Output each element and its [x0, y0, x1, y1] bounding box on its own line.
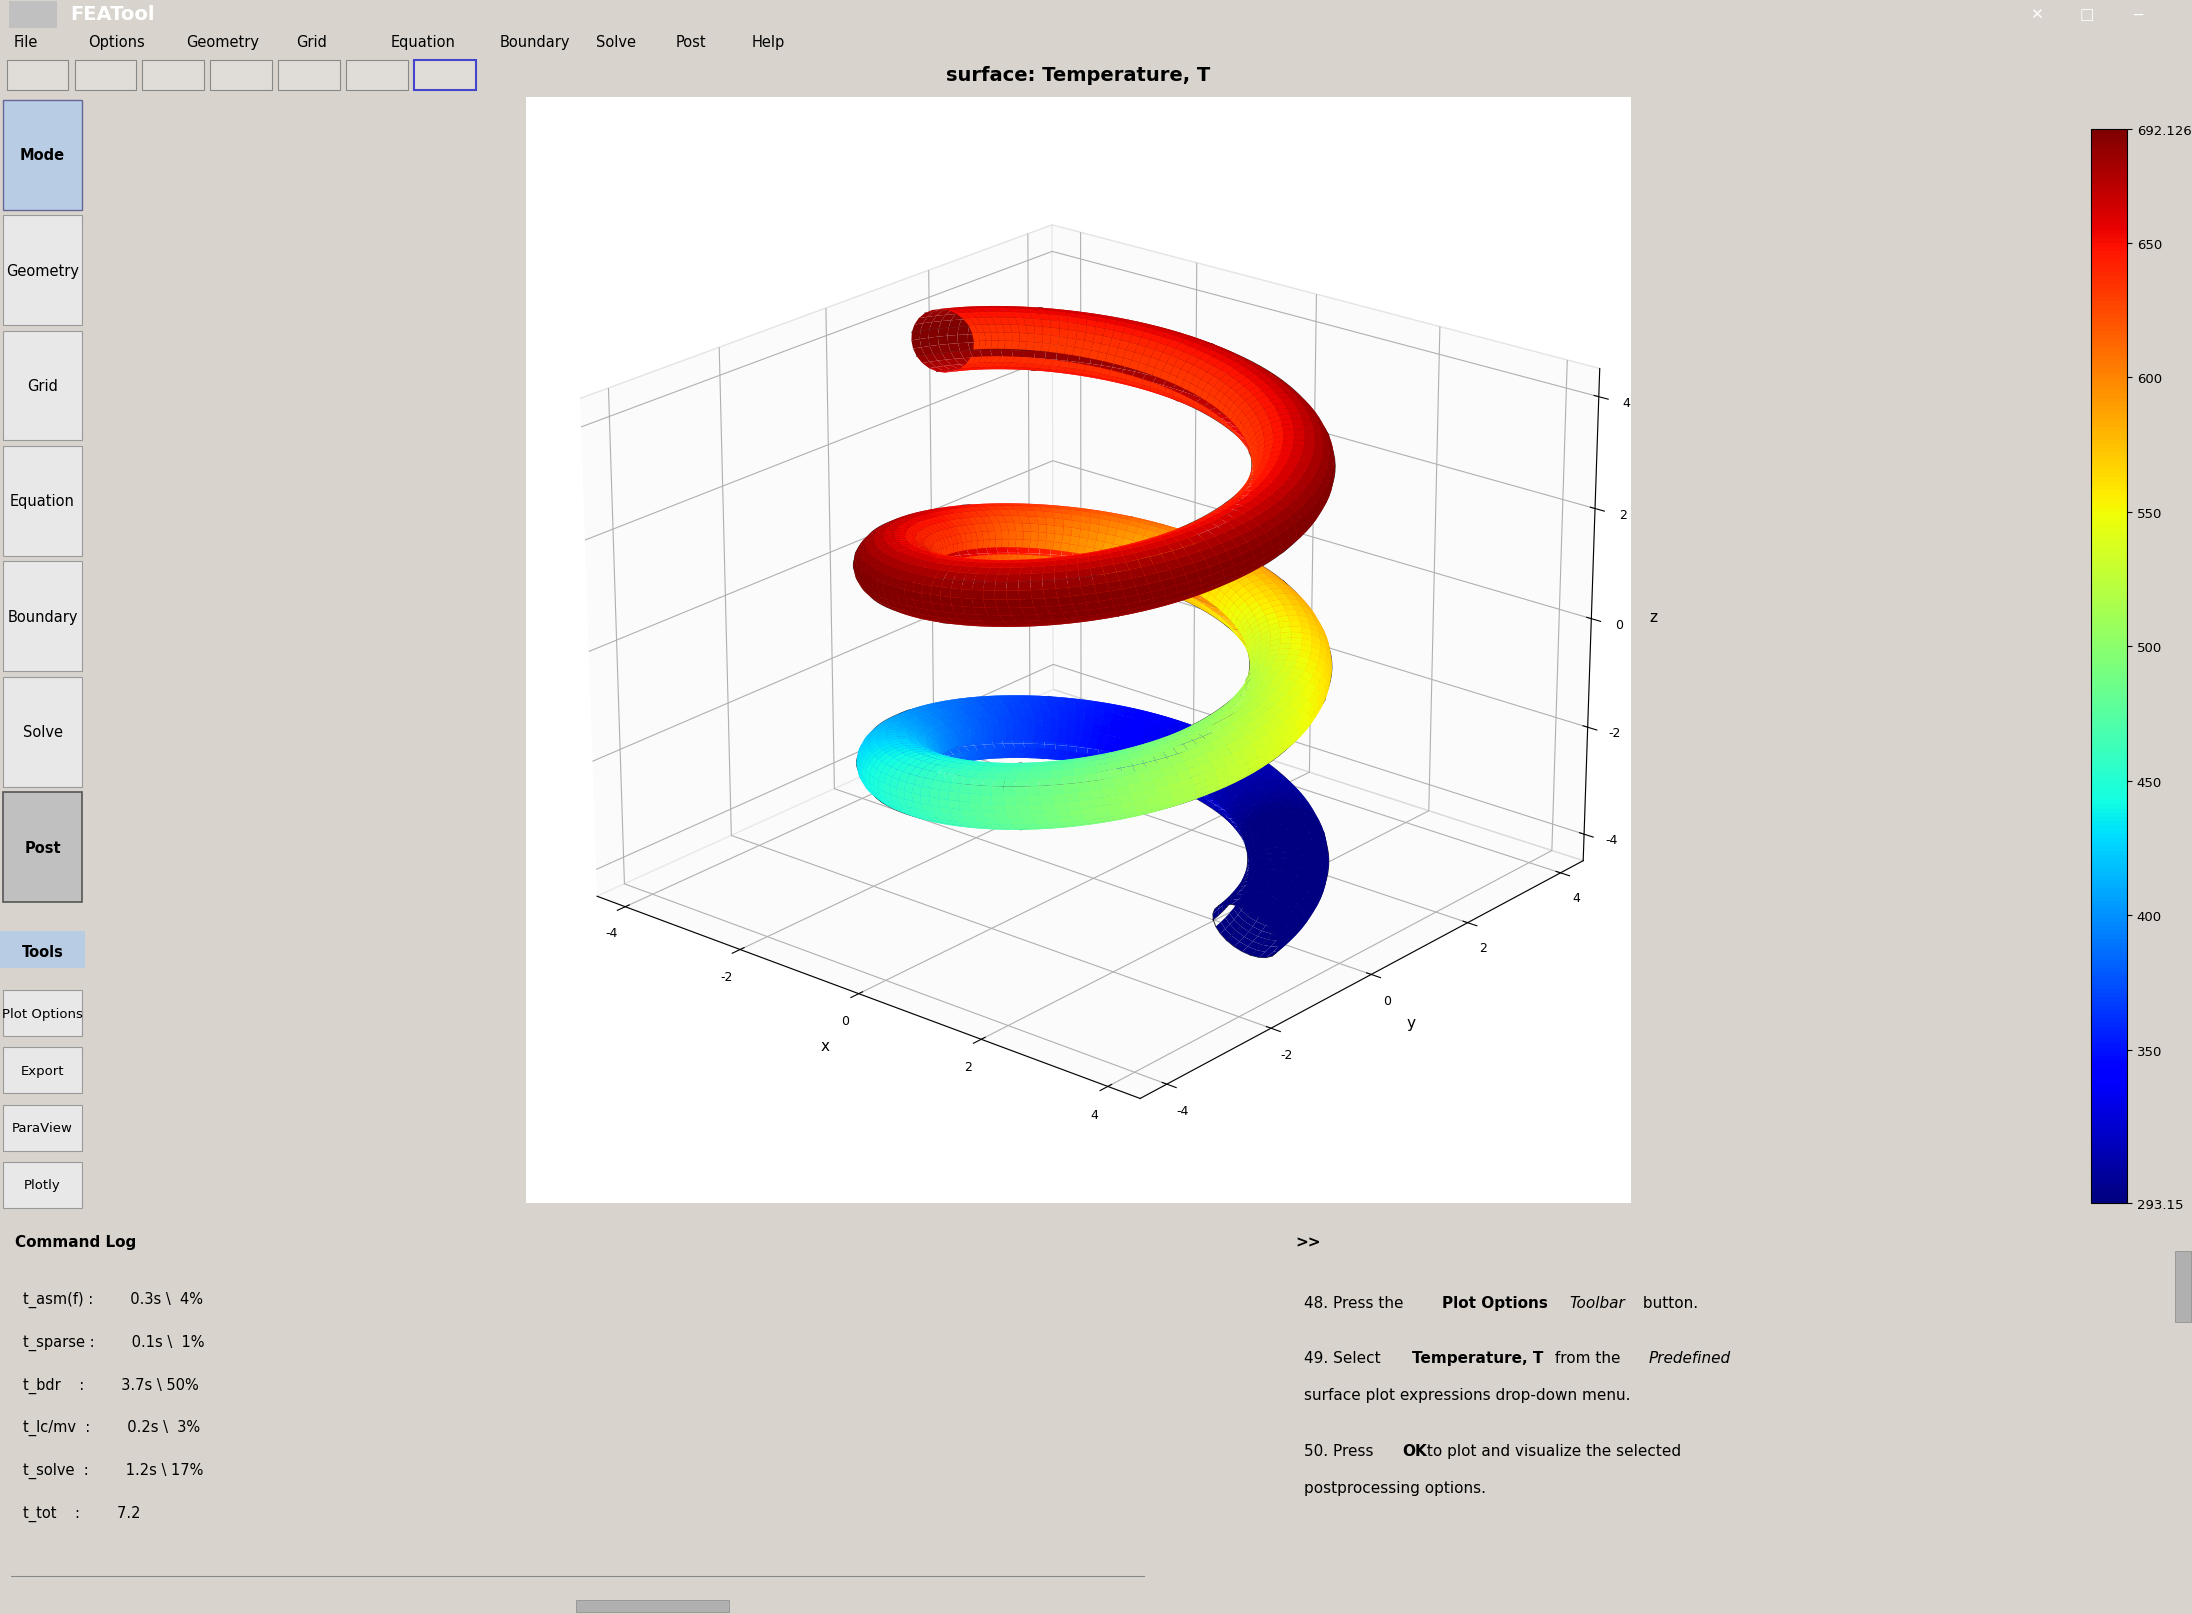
- Text: Plot Options: Plot Options: [1442, 1294, 1548, 1309]
- Bar: [4, 792, 81, 902]
- Text: Solve: Solve: [596, 36, 636, 50]
- Bar: [210, 61, 272, 90]
- Text: FEATool: FEATool: [70, 5, 156, 24]
- X-axis label: x: x: [820, 1038, 829, 1054]
- Text: t_tot    :        7.2: t_tot : 7.2: [22, 1506, 140, 1522]
- Text: Post: Post: [24, 841, 61, 855]
- Text: ParaView: ParaView: [13, 1122, 72, 1135]
- Text: Solve: Solve: [22, 725, 64, 739]
- Text: button.: button.: [1637, 1294, 1699, 1309]
- Text: Help: Help: [752, 36, 785, 50]
- Text: Temperature, T: Temperature, T: [1412, 1351, 1543, 1365]
- Bar: [346, 61, 408, 90]
- Text: Tools: Tools: [22, 944, 64, 959]
- Bar: [4, 678, 81, 788]
- Bar: [4, 1047, 81, 1094]
- Bar: [4, 447, 81, 557]
- Text: t_bdr    :        3.7s \ 50%: t_bdr : 3.7s \ 50%: [22, 1377, 199, 1393]
- Text: >>: >>: [1295, 1235, 1322, 1249]
- Text: t_asm(f) :        0.3s \  4%: t_asm(f) : 0.3s \ 4%: [22, 1291, 204, 1307]
- Text: postprocessing options.: postprocessing options.: [1304, 1480, 1486, 1495]
- Text: t_sparse :        0.1s \  1%: t_sparse : 0.1s \ 1%: [22, 1333, 204, 1349]
- Text: Plot Options: Plot Options: [2, 1007, 83, 1020]
- Text: ─: ─: [2133, 8, 2142, 23]
- Text: Geometry: Geometry: [7, 263, 79, 279]
- Bar: [278, 61, 340, 90]
- Text: OK: OK: [1403, 1443, 1427, 1457]
- Bar: [4, 216, 81, 326]
- Text: Plotly: Plotly: [24, 1178, 61, 1191]
- Bar: [4, 562, 81, 671]
- Text: Equation: Equation: [390, 36, 456, 50]
- Text: File: File: [13, 36, 37, 50]
- Text: 49. Select: 49. Select: [1304, 1351, 1385, 1365]
- Bar: [0, 931, 85, 968]
- Text: from the: from the: [1550, 1351, 1624, 1365]
- Text: t_solve  :        1.2s \ 17%: t_solve : 1.2s \ 17%: [22, 1462, 204, 1478]
- Title: surface: Temperature, T: surface: Temperature, T: [947, 66, 1210, 86]
- Text: Boundary: Boundary: [7, 610, 77, 625]
- Bar: [4, 991, 81, 1036]
- Bar: [2174, 1251, 2192, 1322]
- Text: Toolbar: Toolbar: [1569, 1294, 1624, 1309]
- Bar: [142, 61, 204, 90]
- Text: Post: Post: [675, 36, 706, 50]
- Text: Command Log: Command Log: [15, 1235, 136, 1249]
- Bar: [4, 100, 81, 210]
- Bar: [9, 2, 57, 29]
- Text: Options: Options: [88, 36, 145, 50]
- Bar: [7, 61, 68, 90]
- Text: □: □: [2080, 8, 2093, 23]
- Text: to plot and visualize the selected: to plot and visualize the selected: [1423, 1443, 1681, 1457]
- Text: t_lc/mv  :        0.2s \  3%: t_lc/mv : 0.2s \ 3%: [22, 1419, 199, 1435]
- Text: 48. Press the: 48. Press the: [1304, 1294, 1409, 1309]
- Bar: [414, 61, 476, 90]
- Bar: [4, 1106, 81, 1151]
- Bar: [4, 331, 81, 441]
- Bar: [75, 61, 136, 90]
- Text: Mode: Mode: [20, 148, 66, 163]
- Y-axis label: y: y: [1407, 1015, 1416, 1031]
- Text: Grid: Grid: [26, 379, 57, 394]
- Text: 50. Press: 50. Press: [1304, 1443, 1379, 1457]
- Text: Predefined: Predefined: [1648, 1351, 1729, 1365]
- Text: Boundary: Boundary: [500, 36, 570, 50]
- Text: surface plot expressions drop-down menu.: surface plot expressions drop-down menu.: [1304, 1388, 1631, 1403]
- Text: Equation: Equation: [11, 494, 75, 508]
- Bar: [4, 1162, 81, 1207]
- Bar: [576, 1599, 730, 1612]
- Text: Grid: Grid: [296, 36, 327, 50]
- Text: Export: Export: [20, 1064, 64, 1077]
- Text: ✕: ✕: [2030, 8, 2043, 23]
- Text: Geometry: Geometry: [186, 36, 259, 50]
